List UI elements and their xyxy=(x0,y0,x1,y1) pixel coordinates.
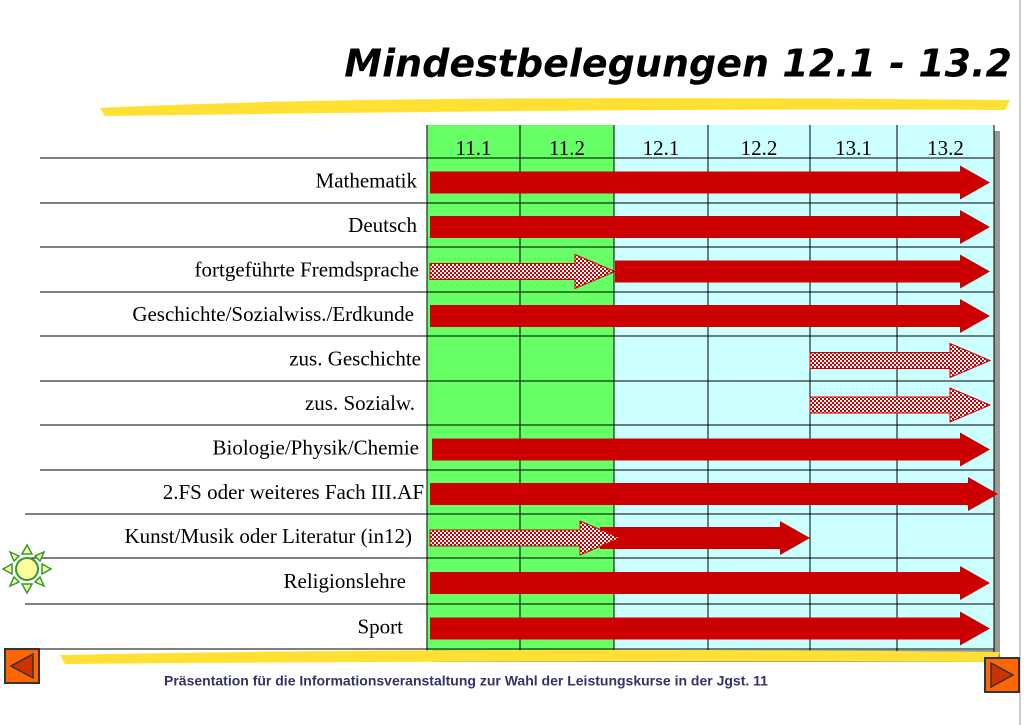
row-label: Sport xyxy=(357,614,403,638)
arrow xyxy=(430,611,990,646)
dotted-arrow xyxy=(429,253,617,290)
row-label: zus. Geschichte xyxy=(289,346,421,370)
row-label: 2.FS oder weiteres Fach III.AF xyxy=(163,480,424,504)
column-header: 12.2 xyxy=(741,136,778,160)
row-label: fortgeführte Fremdsprache xyxy=(195,257,420,281)
arrow xyxy=(430,477,998,511)
row-label: Geschichte/Sozialwiss./Erdkunde xyxy=(132,302,414,326)
column-header: 11.1 xyxy=(456,136,492,160)
dotted-arrow xyxy=(809,387,992,423)
arrow xyxy=(430,299,990,333)
dotted-arrow xyxy=(429,520,622,556)
prev-button[interactable] xyxy=(4,648,40,684)
column-header: 13.2 xyxy=(927,136,964,160)
footer-underline xyxy=(60,649,1000,664)
footer: Präsentation für die Informationsveranst… xyxy=(164,673,768,689)
row-label: Kunst/Musik oder Literatur (in12) xyxy=(124,524,412,548)
title-underline xyxy=(100,98,1010,116)
row-label: Biologie/Physik/Chemie xyxy=(212,435,419,459)
column-header: 13.1 xyxy=(835,136,872,160)
sun-icon xyxy=(1,543,53,595)
title: Mindestbelegungen 12.1 - 13.2 xyxy=(344,42,1012,86)
row-label: zus. Sozialw. xyxy=(305,391,415,415)
arrow xyxy=(432,432,990,467)
arrow xyxy=(600,521,810,555)
cyan-area xyxy=(614,125,994,650)
column-header: 12.1 xyxy=(643,136,680,160)
row-label: Deutsch xyxy=(348,213,417,237)
row-label: Religionslehre xyxy=(284,569,406,593)
column-headers: 11.1 11.2 12.1 12.2 13.1 13.2 xyxy=(456,136,964,160)
arrows xyxy=(429,165,998,646)
row-label: Mathematik xyxy=(316,168,418,192)
next-button[interactable] xyxy=(984,657,1020,693)
dotted-arrow xyxy=(809,342,992,379)
arrow xyxy=(430,566,990,600)
arrow xyxy=(430,165,990,200)
arrow xyxy=(615,254,990,289)
arrow xyxy=(430,210,990,244)
row-labels: Mathematik Deutsch fortgeführte Fremdsprac… xyxy=(124,168,424,638)
column-header: 11.2 xyxy=(549,136,585,160)
grid xyxy=(25,125,995,660)
